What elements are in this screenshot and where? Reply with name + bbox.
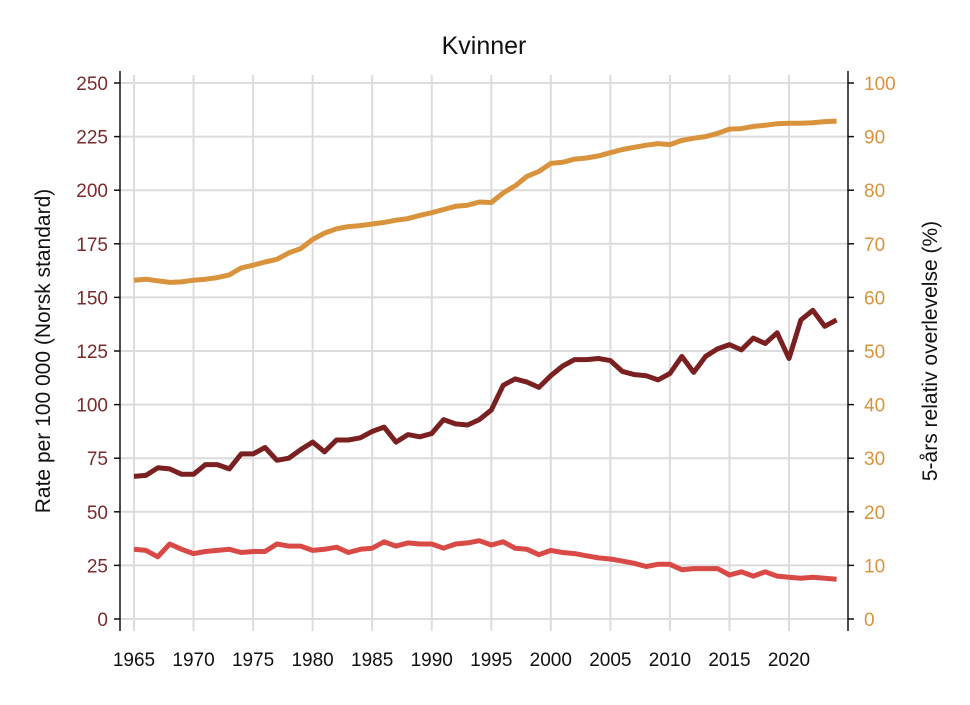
y2-tick-label: 20 [864,503,885,524]
y2-axis-label: 5-års relativ overlevelse (%) [919,221,942,481]
y-axis-label: Rate per 100 000 (Norsk standard) [32,189,55,514]
y2-tick-label: 70 [864,235,885,256]
axes: 1965 1970 1975 1980 1985 1990 1995 2000 2005 2010… [76,71,896,671]
y-tick-label: 125 [76,342,108,363]
y-tick-label: 75 [87,449,108,470]
x-tick-label: 2020 [768,650,810,671]
y2-tick-label: 100 [864,74,896,95]
x-tick-label: 1965 [113,650,155,671]
x-tick-label: 1970 [172,650,214,671]
grid [120,75,848,631]
y2-tick-label: 60 [864,288,885,309]
y2-tick-label: 30 [864,449,885,470]
y-tick-label: 150 [76,288,108,309]
y-tick-label: 250 [76,74,108,95]
y2-tick-label: 40 [864,396,885,417]
y-tick-label: 0 [97,610,108,631]
series-line-1 [133,307,838,479]
x-tick-label: 1990 [411,650,453,671]
x-tick-label: 1980 [291,650,333,671]
chart-title: Kvinner [442,32,527,60]
y-tick-label: 50 [87,503,108,524]
x-tick-label: 2000 [530,650,572,671]
y-tick-label: 200 [76,181,108,202]
x-tick-label: 1985 [351,650,393,671]
series-line-2 [133,538,837,582]
x-tick-label: 1995 [470,650,512,671]
y2-tick-label: 10 [864,556,885,577]
y-tick-label: 100 [76,396,108,417]
y-tick-label: 225 [76,128,108,149]
y2-tick-label: 50 [864,342,885,363]
x-tick-label: 2005 [589,650,631,671]
y-tick-label: 25 [87,556,108,577]
y2-tick-label: 90 [864,128,885,149]
x-tick-label: 1975 [232,650,274,671]
x-tick-label: 2015 [708,650,750,671]
y2-tick-label: 80 [864,181,885,202]
y-tick-label: 175 [76,235,108,256]
x-tick-label: 2010 [649,650,691,671]
series-lines [133,118,838,582]
y2-tick-label: 0 [864,610,875,631]
series-line-0 [133,118,837,285]
